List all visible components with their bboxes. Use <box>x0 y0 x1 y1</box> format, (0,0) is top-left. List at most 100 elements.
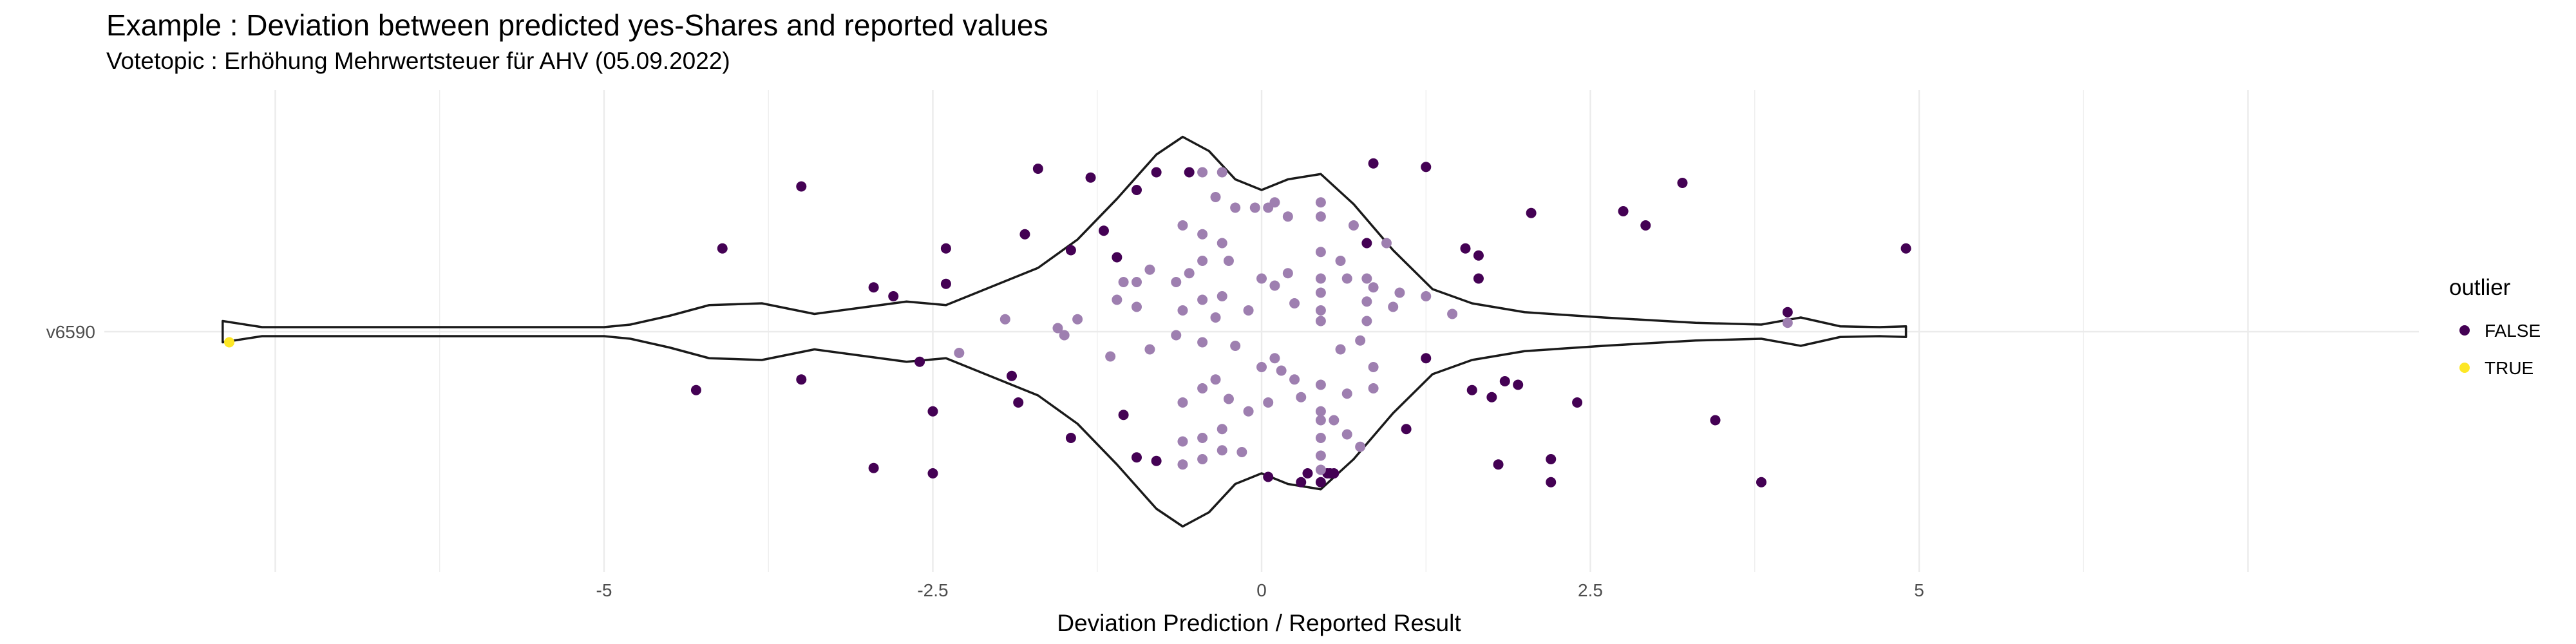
data-point <box>1421 162 1432 173</box>
data-point <box>1263 397 1274 408</box>
legend-key <box>2459 363 2470 373</box>
data-point <box>1118 410 1129 421</box>
data-point <box>1223 393 1234 404</box>
data-point <box>1217 238 1227 249</box>
data-point <box>1388 301 1399 312</box>
data-point <box>1315 379 1326 390</box>
data-point <box>1499 376 1510 386</box>
data-point <box>1223 256 1234 266</box>
data-point <box>1368 158 1379 169</box>
data-point <box>1197 167 1208 178</box>
data-point <box>1296 477 1307 488</box>
data-point <box>1526 207 1537 218</box>
data-point <box>1197 337 1208 348</box>
data-point <box>1132 185 1142 195</box>
data-point <box>1282 211 1293 222</box>
data-point <box>1572 397 1583 408</box>
data-point <box>1197 256 1208 266</box>
data-point <box>1105 351 1116 362</box>
data-point <box>1217 167 1227 178</box>
data-point <box>1269 353 1280 364</box>
data-point <box>888 291 899 301</box>
data-point <box>1486 392 1497 402</box>
legend-title: outlier <box>2449 275 2511 300</box>
x-tick-label: 2.5 <box>1578 580 1603 600</box>
data-point <box>1900 243 1911 254</box>
data-point <box>1230 202 1241 213</box>
data-point <box>1065 433 1076 443</box>
data-point <box>1249 202 1260 213</box>
data-point <box>1263 471 1274 482</box>
data-point <box>1341 429 1352 440</box>
x-tick-label: 0 <box>1256 580 1267 600</box>
data-point <box>1276 365 1287 376</box>
data-point <box>1315 305 1326 316</box>
data-point <box>1197 383 1208 393</box>
data-point <box>1217 424 1227 435</box>
data-point <box>1144 264 1155 275</box>
data-point <box>223 337 234 348</box>
data-point <box>1315 406 1326 417</box>
data-point <box>1177 397 1188 408</box>
data-point <box>1401 424 1412 435</box>
data-point <box>1184 167 1195 178</box>
data-point <box>690 384 701 395</box>
axes: -5 -2.5 0 2.5 5 v6590 <box>46 322 1924 600</box>
data-point <box>940 243 951 254</box>
data-point <box>1269 280 1280 291</box>
data-point <box>1132 277 1142 287</box>
data-point <box>1546 454 1557 464</box>
data-point <box>1230 341 1241 351</box>
data-point <box>954 348 965 358</box>
data-point <box>1197 294 1208 305</box>
data-point <box>1256 273 1267 284</box>
data-point <box>1132 452 1142 463</box>
data-point <box>1236 447 1247 457</box>
data-point <box>1421 291 1432 301</box>
data-point <box>1315 273 1326 284</box>
data-point <box>1302 468 1313 478</box>
data-point <box>1315 316 1326 327</box>
data-points <box>223 158 1911 488</box>
data-point <box>796 374 807 385</box>
data-point <box>1315 287 1326 298</box>
data-point <box>1282 268 1293 279</box>
data-point <box>1447 308 1458 319</box>
data-point <box>1361 238 1372 249</box>
data-point <box>1368 383 1379 393</box>
data-point <box>1368 362 1379 372</box>
data-point <box>1618 206 1629 216</box>
data-point <box>1710 415 1721 426</box>
data-point <box>1315 464 1326 475</box>
data-point <box>1013 397 1024 408</box>
data-point <box>1217 445 1227 456</box>
data-point <box>1368 282 1379 293</box>
data-point <box>1756 477 1766 488</box>
data-point <box>1144 344 1155 355</box>
legend: outlier FALSE TRUE <box>2449 275 2541 378</box>
data-point <box>1217 291 1227 301</box>
data-point <box>1171 330 1182 341</box>
data-point <box>1243 305 1254 316</box>
data-point <box>717 243 728 254</box>
data-point <box>999 314 1010 325</box>
data-point <box>1329 415 1340 426</box>
y-tick-label: v6590 <box>46 322 95 342</box>
data-point <box>1112 252 1122 263</box>
data-point <box>1315 415 1326 426</box>
legend-key <box>2459 325 2470 336</box>
data-point <box>1059 330 1070 341</box>
data-point <box>1513 379 1524 390</box>
data-point <box>1289 298 1300 308</box>
data-point <box>1473 273 1484 284</box>
data-point <box>1210 192 1221 202</box>
data-point <box>1361 296 1372 307</box>
data-point <box>1065 245 1076 256</box>
data-point <box>1381 238 1392 249</box>
data-point <box>1269 197 1280 208</box>
data-point <box>1348 220 1359 231</box>
data-point <box>1466 384 1477 395</box>
x-tick-label: -2.5 <box>917 580 948 600</box>
data-point <box>1315 197 1326 208</box>
